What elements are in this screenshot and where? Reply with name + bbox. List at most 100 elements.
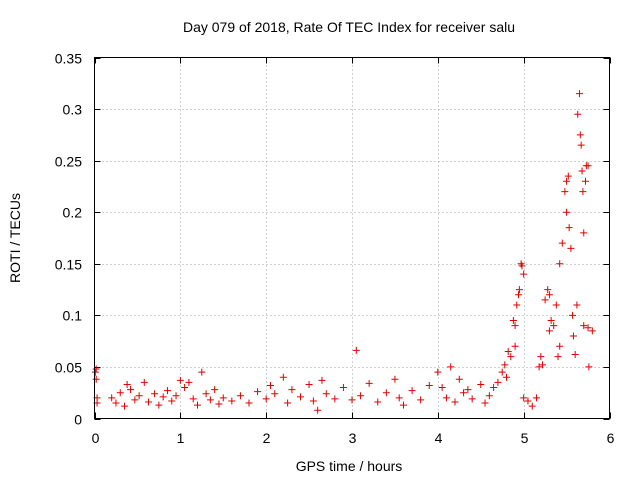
- data-point: [494, 378, 502, 386]
- data-point: [228, 397, 236, 405]
- data-point: [425, 381, 433, 389]
- axis-ticks: [94, 57, 611, 420]
- y-tick-label: 0.1: [63, 308, 83, 324]
- data-point: [112, 399, 120, 407]
- data-point: [181, 384, 189, 392]
- data-point: [501, 361, 509, 369]
- data-point: [585, 363, 593, 371]
- data-point: [577, 141, 585, 149]
- data-point: [391, 375, 399, 383]
- data-point: [588, 327, 596, 335]
- data-point: [382, 389, 390, 397]
- data-point: [262, 395, 270, 403]
- data-point: [279, 373, 287, 381]
- data-point: [578, 167, 586, 175]
- data-point: [571, 351, 579, 359]
- data-point: [485, 392, 493, 400]
- data-point: [215, 400, 223, 408]
- data-point: [288, 386, 296, 394]
- data-point: [211, 386, 219, 394]
- data-point: [322, 390, 330, 398]
- tick-labels: 0 1 2 3 4 5 6 0 0.05 0.1 0.15 0.2 0.25 0.3 0.35: [55, 51, 615, 447]
- data-point: [434, 368, 442, 376]
- x-axis-label: GPS time / hours: [296, 458, 403, 474]
- data-point: [576, 131, 584, 139]
- data-point: [297, 393, 304, 401]
- data-point: [520, 394, 528, 402]
- y-tick-label: 0: [74, 412, 82, 428]
- data-point: [145, 398, 153, 406]
- data-point: [121, 402, 129, 410]
- data-point: [563, 208, 571, 216]
- data-point: [511, 322, 519, 330]
- data-point: [550, 322, 558, 330]
- data-point: [245, 399, 253, 407]
- data-point: [455, 375, 463, 383]
- data-point: [537, 353, 545, 361]
- data-point: [318, 376, 326, 384]
- data-point: [518, 262, 526, 270]
- data-point: [561, 188, 569, 196]
- data-point: [533, 394, 541, 402]
- x-tick-label: 2: [263, 430, 271, 446]
- x-tick-label: 0: [92, 430, 100, 446]
- data-point: [565, 224, 573, 232]
- x-tick-label: 1: [177, 430, 185, 446]
- data-point: [447, 363, 455, 371]
- data-point: [395, 394, 403, 402]
- data-point: [159, 393, 167, 401]
- data-point: [135, 392, 143, 400]
- data-point: [163, 387, 171, 395]
- y-axis-label: ROTI / TECUs: [7, 193, 23, 283]
- data-point: [189, 395, 197, 403]
- y-tick-label: 0.3: [63, 102, 83, 118]
- data-point: [528, 402, 536, 410]
- data-point: [236, 392, 244, 400]
- data-point: [92, 365, 100, 373]
- data-point: [352, 346, 360, 354]
- x-tick-label: 5: [521, 430, 529, 446]
- data-point: [92, 375, 100, 383]
- data-point: [580, 322, 588, 330]
- data-point: [305, 380, 313, 388]
- plot-frame: [94, 57, 610, 419]
- data-point: [524, 397, 532, 405]
- data-point: [581, 177, 589, 185]
- data-point: [202, 390, 210, 398]
- data-point: [108, 394, 116, 402]
- data-point: [172, 392, 180, 400]
- data-point: [584, 162, 592, 170]
- data-point: [563, 177, 571, 185]
- y-tick-label: 0.05: [55, 360, 82, 376]
- data-point: [575, 90, 583, 98]
- data-point: [477, 380, 485, 388]
- data-point: [569, 332, 577, 340]
- grid-lines: [94, 57, 610, 419]
- data-point: [151, 390, 159, 398]
- data-point: [442, 394, 450, 402]
- data-point: [348, 396, 356, 404]
- data-point: [520, 270, 528, 278]
- data-point: [580, 229, 588, 237]
- data-point: [131, 396, 139, 404]
- data-point: [168, 397, 176, 405]
- data-point: [574, 110, 582, 118]
- data-point: [481, 399, 489, 407]
- data-point: [468, 395, 476, 403]
- data-point: [573, 301, 581, 309]
- data-point: [219, 394, 227, 402]
- x-tick-label: 4: [435, 430, 443, 446]
- data-point: [564, 172, 572, 180]
- data-point: [544, 286, 552, 294]
- data-point: [155, 401, 163, 409]
- data-point: [513, 301, 521, 309]
- data-point: [417, 396, 425, 404]
- data-point: [140, 378, 148, 386]
- data-point: [515, 291, 523, 299]
- data-point: [365, 379, 373, 387]
- chart-title: Day 079 of 2018, Rate Of TEC Index for r…: [183, 19, 515, 35]
- data-point: [185, 378, 193, 386]
- data-point: [339, 384, 347, 392]
- data-point: [314, 406, 322, 414]
